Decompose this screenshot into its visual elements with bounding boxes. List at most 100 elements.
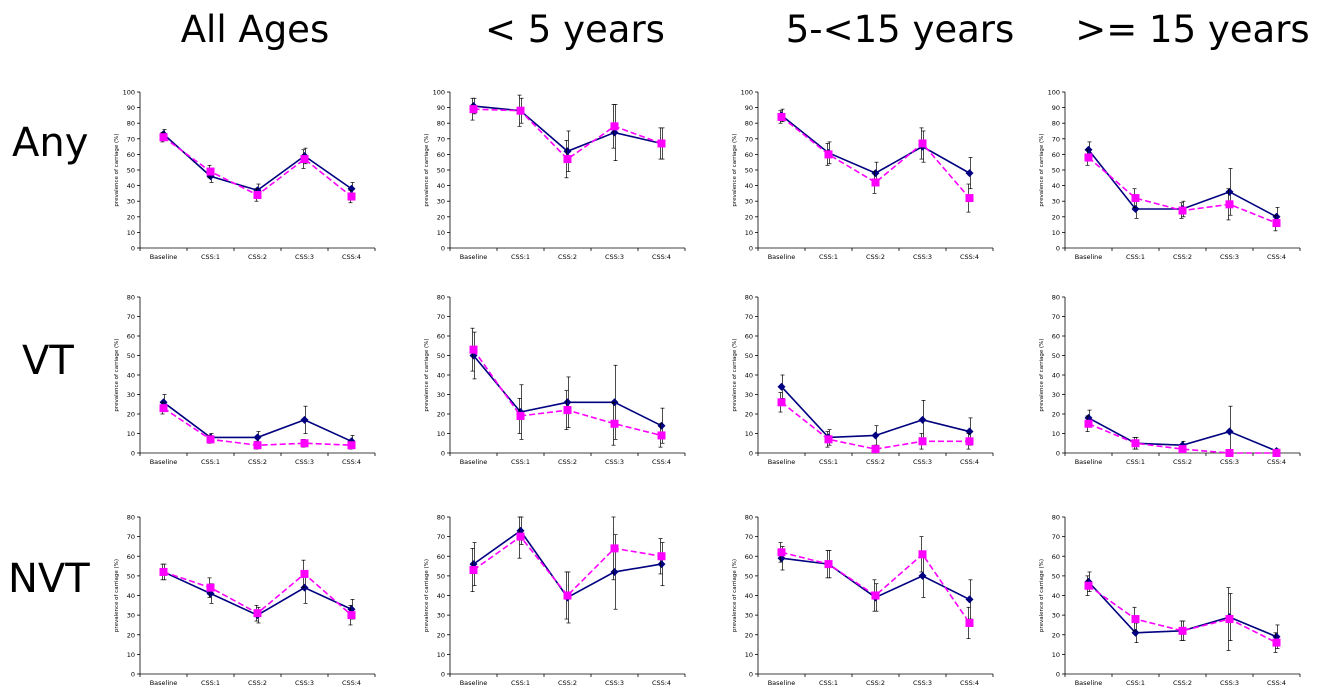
y-tick-label: 80: [745, 294, 753, 302]
y-tick-label: 20: [1052, 411, 1060, 419]
x-tick-label: Baseline: [460, 253, 488, 261]
y-tick-label: 80: [127, 514, 135, 522]
chart-vt-5-to-15: 01020304050607080prevalence of carriage …: [732, 294, 993, 467]
data-point-square: [1085, 420, 1093, 428]
data-point-square: [1085, 582, 1093, 590]
series-line-1: [164, 134, 352, 190]
x-tick-label: CSS:4: [652, 679, 671, 686]
series-line-2: [164, 572, 352, 615]
x-tick-label: CSS:2: [1173, 458, 1192, 466]
x-tick-label: Baseline: [460, 679, 488, 686]
y-tick-label: 60: [437, 151, 445, 159]
data-point-square: [207, 435, 215, 443]
chart-any-all-ages: 0102030405060708090100prevalence of carr…: [114, 89, 375, 262]
y-tick-label: 100: [741, 89, 753, 97]
data-point-square: [611, 122, 619, 130]
y-tick-label: 50: [437, 572, 445, 580]
data-point-diamond: [966, 428, 974, 436]
x-tick-label: CSS:4: [342, 679, 361, 686]
chart-vt-all-ages: 01020304050607080prevalence of carriage …: [114, 294, 375, 467]
data-point-square: [658, 431, 666, 439]
y-tick-label: 10: [745, 430, 753, 438]
series-line-2: [782, 552, 970, 623]
y-tick-label: 0: [441, 245, 445, 253]
y-tick-label: 50: [437, 352, 445, 360]
data-point-diamond: [611, 568, 619, 576]
x-tick-label: CSS:1: [511, 253, 530, 261]
y-tick-label: 60: [127, 553, 135, 561]
y-axis-label: prevalence of carriage (%): [732, 559, 738, 632]
x-tick-label: CSS:3: [913, 679, 932, 686]
data-point-square: [966, 194, 974, 202]
data-point-square: [919, 139, 927, 147]
x-tick-label: Baseline: [150, 679, 178, 686]
y-tick-label: 50: [127, 167, 135, 175]
y-tick-label: 40: [745, 182, 753, 190]
chart-nvt-under-5: 0 10 20 30 40 50 60 70 80 prevalence of carriage …: [424, 514, 685, 686]
y-tick-label: 70: [745, 135, 753, 143]
x-tick-label: CSS:2: [248, 458, 267, 466]
y-axis-label: prevalence of carriage (%): [114, 133, 120, 206]
y-tick-label: 50: [127, 352, 135, 360]
y-axis-label: prevalence of carriage (%): [1039, 133, 1045, 206]
y-tick-label: 60: [745, 151, 753, 159]
y-tick-label: 20: [127, 213, 135, 221]
x-tick-label: CSS:2: [558, 679, 577, 686]
y-tick-label: 20: [745, 213, 753, 221]
y-tick-label: 80: [437, 514, 445, 522]
x-tick-label: CSS:4: [1267, 679, 1286, 686]
y-tick-label: 10: [437, 651, 445, 659]
y-tick-label: 30: [745, 391, 753, 399]
y-tick-label: 80: [127, 294, 135, 302]
y-tick-label: 70: [1052, 313, 1060, 321]
data-point-square: [825, 560, 833, 568]
y-tick-label: 40: [127, 592, 135, 600]
y-tick-label: 80: [1052, 294, 1060, 302]
x-tick-label: Baseline: [460, 458, 488, 466]
x-tick-label: CSS:4: [1267, 253, 1286, 261]
y-tick-label: 20: [437, 411, 445, 419]
data-point-square: [301, 570, 309, 578]
data-point-square: [825, 150, 833, 158]
y-tick-label: 0: [441, 671, 445, 679]
data-point-square: [1273, 449, 1281, 457]
y-tick-label: 0: [749, 671, 753, 679]
data-point-square: [966, 437, 974, 445]
x-tick-label: CSS:3: [913, 458, 932, 466]
y-tick-label: 10: [1052, 430, 1060, 438]
x-tick-label: CSS:3: [1220, 253, 1239, 261]
y-tick-label: 50: [745, 167, 753, 175]
y-tick-label: 60: [1052, 333, 1060, 341]
data-point-diamond: [872, 431, 880, 439]
y-axis-label: prevalence of carriage (%): [424, 133, 430, 206]
y-axis-label: prevalence of carriage (%): [732, 133, 738, 206]
data-point-square: [160, 404, 168, 412]
data-point-square: [470, 105, 478, 113]
y-tick-label: 60: [1052, 553, 1060, 561]
chart-any-15-plus: 0 10 20 30 40 50 60 70 80 90 100 prevalence of carr…: [1039, 89, 1300, 262]
data-point-square: [301, 439, 309, 447]
x-tick-label: CSS:3: [605, 253, 624, 261]
series-line-1: [782, 115, 970, 173]
data-point-square: [348, 193, 356, 201]
x-tick-label: CSS:3: [605, 679, 624, 686]
y-tick-label: 70: [437, 313, 445, 321]
x-tick-label: CSS:2: [248, 253, 267, 261]
x-tick-label: CSS:3: [605, 458, 624, 466]
chart-vt-15-plus: 0 10 20 30 40 50 60 70 80 prevalence of carriage …: [1039, 294, 1300, 467]
y-tick-label: 30: [745, 198, 753, 206]
data-point-square: [160, 568, 168, 576]
y-tick-label: 70: [1052, 533, 1060, 541]
x-tick-label: Baseline: [1075, 458, 1103, 466]
y-tick-label: 70: [127, 533, 135, 541]
chart-nvt-all-ages: 0 10 20 30 40 50 60 70 80 prevalence of carriage …: [114, 514, 375, 686]
y-tick-label: 40: [1052, 372, 1060, 380]
y-tick-label: 30: [127, 198, 135, 206]
chart-vt-under-5: 0 10 20 30 40 50 60 70 80 prevalence of carriage …: [424, 294, 685, 467]
data-point-square: [1179, 627, 1187, 635]
data-point-square: [966, 619, 974, 627]
y-tick-label: 50: [1052, 167, 1060, 175]
y-axis-label: prevalence of carriage (%): [114, 559, 120, 632]
data-point-square: [1226, 615, 1234, 623]
